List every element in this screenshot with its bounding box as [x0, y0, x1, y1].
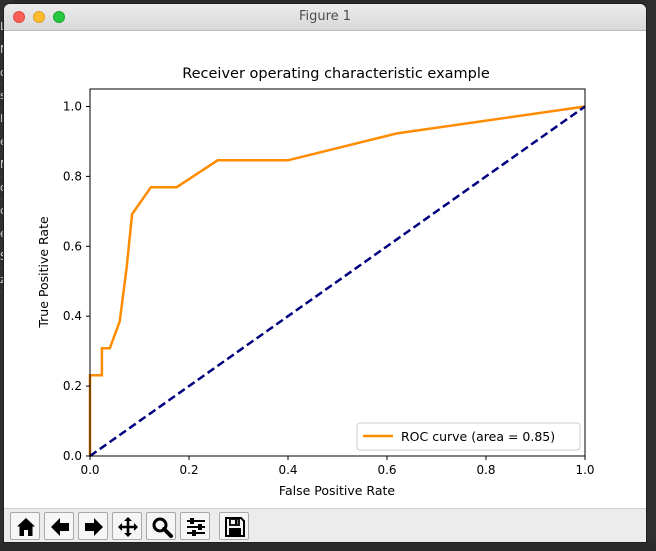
ticks-layer: 0.0 0.2 0.4 0.6 0.8 1.0 0.0 0.2 0.4 0.6 0.8 1.0 — [63, 99, 595, 477]
configure-subplots-icon — [187, 518, 205, 536]
forward-arrow-icon — [85, 518, 103, 536]
x-axis-label: False Positive Rate — [279, 483, 395, 498]
y-tick-label: 1.0 — [63, 99, 82, 113]
roc-curve-line — [88, 105, 586, 456]
axes-frame — [89, 88, 586, 457]
figure-canvas[interactable]: Receiver operating characteristic exampl… — [4, 31, 646, 508]
home-icon — [17, 518, 35, 536]
figure-window: Figure 1 Receiver operating characterist… — [4, 4, 646, 542]
y-tick-label: 0.2 — [63, 379, 82, 393]
legend-label: ROC curve (area = 0.85) — [401, 429, 555, 444]
legend-box — [356, 422, 581, 451]
x-tick-label: 0.2 — [179, 463, 198, 477]
y-tick-label: 0.4 — [63, 309, 82, 323]
chart-title: Receiver operating characteristic exampl… — [182, 66, 490, 82]
window-title: Figure 1 — [298, 9, 352, 24]
home-button[interactable] — [10, 512, 40, 540]
y-tick-label: 0.8 — [63, 169, 82, 183]
y-tick-label: 0.6 — [63, 239, 82, 253]
navigation-toolbar — [4, 508, 646, 542]
roc-chart: Receiver operating characteristic exampl… — [36, 66, 595, 498]
forward-button[interactable] — [78, 512, 108, 540]
pan-icon — [118, 517, 138, 537]
background-right-strip — [646, 0, 656, 551]
back-button[interactable] — [44, 512, 74, 540]
zoom-button[interactable] — [146, 512, 176, 540]
configure-subplots-button[interactable] — [180, 512, 210, 540]
maximize-window-button[interactable] — [53, 11, 65, 23]
y-tick-label: 0.0 — [63, 449, 82, 463]
legend: ROC curve (area = 0.85) — [356, 422, 581, 451]
chance-diagonal-line — [89, 105, 586, 458]
background-bottom-strip — [0, 540, 656, 551]
x-tick-label: 0.4 — [278, 463, 297, 477]
x-tick-label: 0.6 — [377, 463, 396, 477]
zoom-icon — [152, 517, 173, 538]
x-tick-label: 1.0 — [575, 463, 594, 477]
plot-area — [90, 89, 585, 456]
save-button[interactable] — [219, 512, 249, 540]
minimize-window-button[interactable] — [33, 11, 45, 23]
series-layer — [88, 105, 586, 458]
y-axis-label: True Positive Rate — [36, 216, 51, 329]
x-tick-label: 0.8 — [476, 463, 495, 477]
save-icon — [225, 517, 245, 537]
title-bar[interactable]: Figure 1 — [4, 4, 646, 31]
pan-button[interactable] — [112, 512, 142, 540]
x-tick-label: 0.0 — [80, 463, 99, 477]
close-window-button[interactable] — [13, 11, 25, 23]
back-arrow-icon — [51, 518, 69, 536]
